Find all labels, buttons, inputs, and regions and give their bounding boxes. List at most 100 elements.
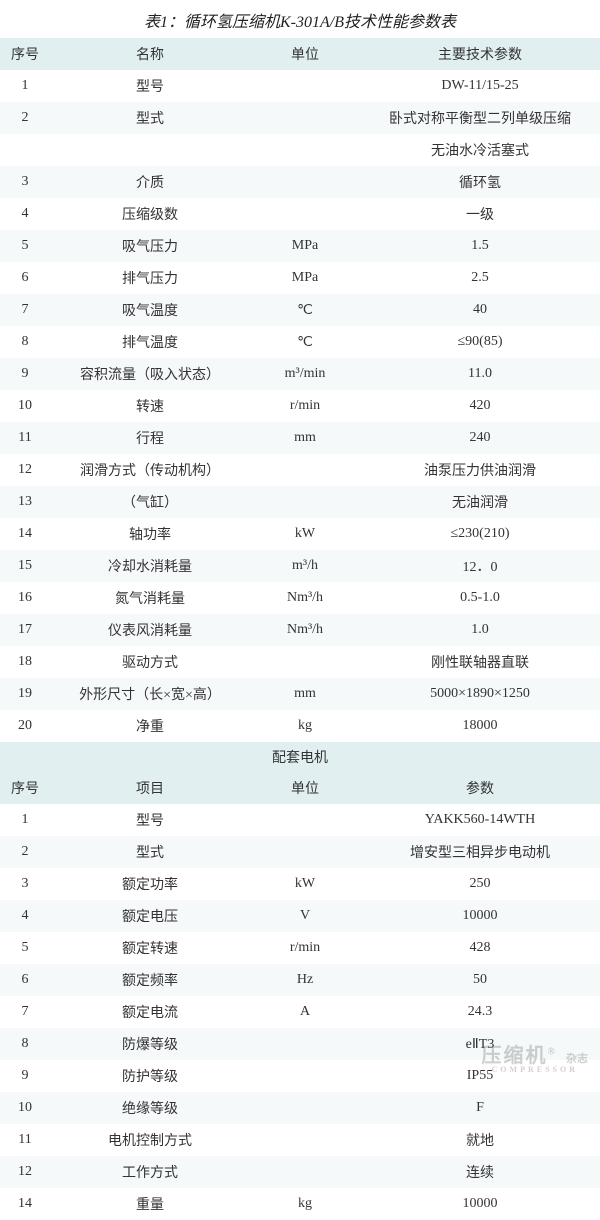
table2-cell-param: 24.3 — [360, 996, 600, 1028]
table2-cell-unit — [250, 836, 360, 868]
table1-cell-name: 冷却水消耗量 — [50, 550, 250, 582]
table2-cell-name: 型式 — [50, 836, 250, 868]
table1-cell-unit — [250, 198, 360, 230]
table2-cell-unit — [250, 1124, 360, 1156]
table2-row: 6额定频率Hz50 — [0, 964, 600, 996]
table2-cell-seq: 6 — [0, 964, 50, 996]
table2-cell-unit: kg — [250, 1188, 360, 1220]
table1-row: 5吸气压力MPa1.5 — [0, 230, 600, 262]
col-header-unit: 单位 — [250, 38, 360, 70]
table1-row: 9容积流量（吸入状态）m³/min11.0 — [0, 358, 600, 390]
table2-cell-unit — [250, 804, 360, 836]
table-title: 表1：循环氢压缩机K-301A/B技术性能参数表 — [0, 0, 600, 38]
table1-cell-param: 0.5-1.0 — [360, 582, 600, 614]
table1-cell-unit: r/min — [250, 390, 360, 422]
table2-cell-seq: 10 — [0, 1092, 50, 1124]
table1-row: 6排气压力MPa2.5 — [0, 262, 600, 294]
table1-row: 19外形尺寸（长×宽×高）mm5000×1890×1250 — [0, 678, 600, 710]
table1-cell-param: 11.0 — [360, 358, 600, 390]
table1-cell-name: 介质 — [50, 166, 250, 198]
table2-cell-seq: 3 — [0, 868, 50, 900]
col-header-param: 主要技术参数 — [360, 38, 600, 70]
table1-cell-param: 12．0 — [360, 550, 600, 582]
table1-cell-seq: 1 — [0, 70, 50, 102]
table2-cell-name: 防爆等级 — [50, 1028, 250, 1060]
table2-row: 12工作方式连续 — [0, 1156, 600, 1188]
table1-cell-param: DW-11/15-25 — [360, 70, 600, 102]
table2-cell-name: 额定频率 — [50, 964, 250, 996]
table2-cell-seq: 5 — [0, 932, 50, 964]
table2-cell-param: 就地 — [360, 1124, 600, 1156]
table1-cell-name: 容积流量（吸入状态） — [50, 358, 250, 390]
table1-row: 3介质循环氢 — [0, 166, 600, 198]
table1-cell-unit: m³/h — [250, 550, 360, 582]
table1-row: 13（气缸）无油润滑 — [0, 486, 600, 518]
table2-cell-unit — [250, 1092, 360, 1124]
table2-cell-seq: 8 — [0, 1028, 50, 1060]
table2-header-row: 序号 项目 单位 参数 — [0, 772, 600, 804]
table2-row: 10绝缘等级F — [0, 1092, 600, 1124]
table1-cell-param: ≤90(85) — [360, 326, 600, 358]
table1-cell-unit: kW — [250, 518, 360, 550]
col-header-name: 名称 — [50, 38, 250, 70]
table1-cell-seq: 10 — [0, 390, 50, 422]
table2-cell-seq: 4 — [0, 900, 50, 932]
table1-cell-param: ≤230(210) — [360, 518, 600, 550]
table1-cell-param: 刚性联轴器直联 — [360, 646, 600, 678]
table2-row: 7额定电流A24.3 — [0, 996, 600, 1028]
table2-cell-unit: V — [250, 900, 360, 932]
table2-cell-name: 额定转速 — [50, 932, 250, 964]
table1-cell-unit: ℃ — [250, 294, 360, 326]
table2-cell-param: 50 — [360, 964, 600, 996]
table1-row: 16氮气消耗量Nm³/h0.5-1.0 — [0, 582, 600, 614]
table2-cell-name: 额定功率 — [50, 868, 250, 900]
table2-row: 4额定电压V10000 — [0, 900, 600, 932]
table1-cell-name: （气缸） — [50, 486, 250, 518]
table1-cell-name: 排气温度 — [50, 326, 250, 358]
table1-cell-seq: 19 — [0, 678, 50, 710]
table1-cell-name: 吸气压力 — [50, 230, 250, 262]
table2-row: 11电机控制方式就地 — [0, 1124, 600, 1156]
table1-cell-unit — [250, 70, 360, 102]
col-header-seq: 序号 — [0, 38, 50, 70]
table1-cell-seq: 17 — [0, 614, 50, 646]
table1-cell-name: 压缩级数 — [50, 198, 250, 230]
table1-cell-param: 420 — [360, 390, 600, 422]
table2-cell-name: 重量 — [50, 1188, 250, 1220]
table1-row: 2型式卧式对称平衡型二列单级压缩 — [0, 102, 600, 134]
table1-cell-name: 转速 — [50, 390, 250, 422]
table1-row: 4压缩级数一级 — [0, 198, 600, 230]
table1-cell-name: 驱动方式 — [50, 646, 250, 678]
table1-cell-seq: 5 — [0, 230, 50, 262]
table2-cell-seq: 7 — [0, 996, 50, 1028]
col2-header-unit: 单位 — [250, 772, 360, 804]
table2-cell-seq: 2 — [0, 836, 50, 868]
table1-row: 18驱动方式刚性联轴器直联 — [0, 646, 600, 678]
table1-cell-param: 240 — [360, 422, 600, 454]
table2-cell-unit — [250, 1028, 360, 1060]
table1-cell-param: 无油润滑 — [360, 486, 600, 518]
table1-cell-name: 排气压力 — [50, 262, 250, 294]
table2-cell-param: 增安型三相异步电动机 — [360, 836, 600, 868]
table1-row: 8排气温度℃≤90(85) — [0, 326, 600, 358]
table1-cell-param: 一级 — [360, 198, 600, 230]
table1-cell-seq: 6 — [0, 262, 50, 294]
table1-cell-unit — [250, 646, 360, 678]
table1-cell-unit — [250, 102, 360, 134]
table2-cell-name: 工作方式 — [50, 1156, 250, 1188]
table2-cell-name: 额定电流 — [50, 996, 250, 1028]
col2-header-name: 项目 — [50, 772, 250, 804]
table1-cell-seq: 16 — [0, 582, 50, 614]
table1-cell-unit: Nm³/h — [250, 614, 360, 646]
col2-header-param: 参数 — [360, 772, 600, 804]
table1-cell-seq: 8 — [0, 326, 50, 358]
table1-cell-seq: 3 — [0, 166, 50, 198]
table1-cell-param: 1.5 — [360, 230, 600, 262]
table2-cell-seq: 12 — [0, 1156, 50, 1188]
table2-cell-param: 10000 — [360, 1188, 600, 1220]
table1-cell-unit: kg — [250, 710, 360, 742]
table2-cell-seq: 9 — [0, 1060, 50, 1092]
table1-cell-unit — [250, 454, 360, 486]
table2-cell-seq: 14 — [0, 1188, 50, 1220]
table1-row: 1型号DW-11/15-25 — [0, 70, 600, 102]
